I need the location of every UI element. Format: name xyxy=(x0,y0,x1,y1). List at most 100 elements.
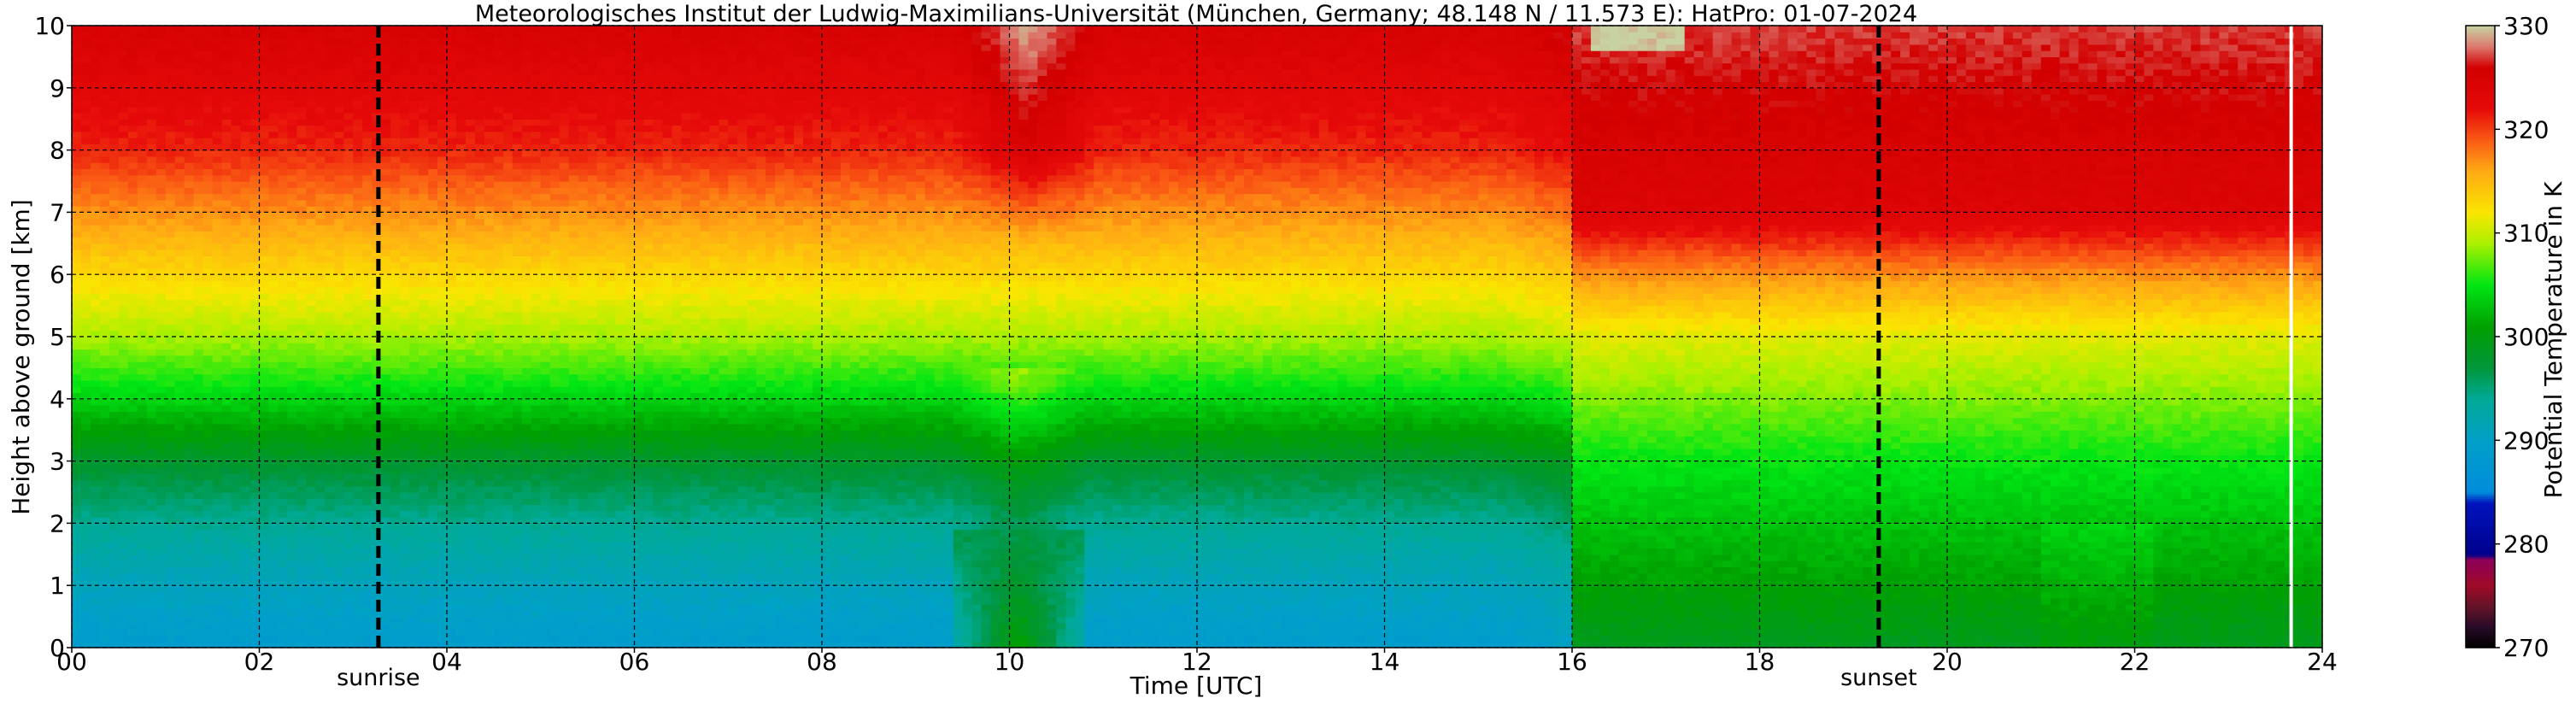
heat-cell xyxy=(493,604,504,611)
heat-cell xyxy=(155,150,167,157)
heat-cell xyxy=(465,212,476,220)
heat-cell xyxy=(193,174,204,182)
heat-cell xyxy=(212,162,223,170)
heat-cell xyxy=(90,641,101,648)
heat-cell xyxy=(465,461,476,468)
heat-cell xyxy=(165,485,176,493)
heat-cell xyxy=(231,423,242,431)
heat-cell xyxy=(437,231,448,238)
heat-cell xyxy=(231,249,242,256)
heat-cell xyxy=(127,68,138,76)
heat-cell xyxy=(193,616,204,624)
heat-cell xyxy=(90,398,101,406)
heat-cell xyxy=(137,181,148,188)
heat-cell xyxy=(419,155,429,163)
heat-cell xyxy=(118,542,129,549)
heat-cell xyxy=(353,529,363,537)
heat-cell xyxy=(259,81,270,89)
heat-cell xyxy=(419,423,429,431)
heat-cell xyxy=(193,442,204,449)
heat-cell xyxy=(184,349,195,356)
heat-cell xyxy=(381,75,391,83)
heat-cell xyxy=(428,144,438,151)
heat-cell xyxy=(184,62,195,70)
heat-cell xyxy=(268,305,279,313)
heat-cell xyxy=(118,417,129,425)
heat-cell xyxy=(455,554,466,561)
heat-cell xyxy=(353,566,363,574)
heat-cell xyxy=(474,75,485,83)
heat-cell xyxy=(202,616,214,624)
heat-cell xyxy=(315,174,326,182)
heat-cell xyxy=(353,398,363,406)
heat-cell xyxy=(419,349,429,356)
heat-cell xyxy=(484,125,495,132)
heat-cell xyxy=(381,243,391,250)
heat-cell xyxy=(278,243,289,250)
heat-cell xyxy=(296,50,307,57)
heat-cell xyxy=(259,591,270,599)
heat-cell xyxy=(155,430,167,437)
heat-cell xyxy=(493,75,504,83)
heat-cell xyxy=(474,311,485,319)
heat-cell xyxy=(428,299,438,307)
heat-cell xyxy=(259,430,270,437)
heat-cell xyxy=(353,405,363,412)
heat-cell xyxy=(484,517,495,524)
heat-cell xyxy=(221,461,232,468)
heat-cell xyxy=(231,62,242,70)
heat-cell xyxy=(287,168,297,176)
heat-cell xyxy=(240,100,251,108)
heat-cell xyxy=(231,174,242,182)
heat-cell xyxy=(502,604,513,611)
heat-cell xyxy=(146,430,157,437)
heat-cell xyxy=(372,610,382,618)
heat-cell xyxy=(484,578,495,586)
heat-cell xyxy=(353,554,363,561)
heat-cell xyxy=(174,26,185,32)
heat-cell xyxy=(155,461,167,468)
heat-cell xyxy=(315,155,326,163)
heat-cell xyxy=(221,517,232,524)
heat-cell xyxy=(287,318,297,326)
heat-cell xyxy=(174,87,185,95)
heat-cell xyxy=(493,150,504,157)
heat-cell xyxy=(465,87,476,95)
heat-cell xyxy=(465,597,476,605)
heat-cell xyxy=(212,449,223,455)
heat-cell xyxy=(521,473,532,481)
heat-cell xyxy=(155,162,167,170)
heat-cell xyxy=(278,386,289,394)
heat-cell xyxy=(90,473,101,481)
heat-cell xyxy=(502,343,513,350)
heat-cell xyxy=(165,361,176,368)
heat-cell xyxy=(409,131,420,138)
heat-cell xyxy=(428,548,438,555)
heat-cell xyxy=(484,423,495,431)
heat-cell xyxy=(306,361,316,368)
heat-cell xyxy=(343,44,354,51)
heat-cell xyxy=(334,119,344,126)
heat-cell xyxy=(165,517,176,524)
heat-cell xyxy=(493,355,504,362)
heat-cell xyxy=(80,566,91,574)
heat-cell xyxy=(240,355,251,362)
heat-cell xyxy=(90,224,101,232)
heat-cell xyxy=(287,100,297,108)
heat-cell xyxy=(484,231,495,238)
heat-cell xyxy=(531,367,542,375)
heat-cell xyxy=(325,181,335,188)
heat-cell xyxy=(484,554,495,561)
heat-cell xyxy=(502,224,513,232)
heat-cell xyxy=(409,112,420,120)
heat-cell xyxy=(99,449,110,455)
heat-cell xyxy=(362,635,373,642)
heat-cell xyxy=(202,417,214,425)
heat-cell xyxy=(72,206,82,213)
heat-cell xyxy=(512,461,523,468)
heat-cell xyxy=(465,355,476,362)
heat-cell xyxy=(137,280,148,288)
heat-cell xyxy=(390,622,401,630)
heat-cell xyxy=(249,243,261,250)
heat-cell xyxy=(287,616,297,624)
